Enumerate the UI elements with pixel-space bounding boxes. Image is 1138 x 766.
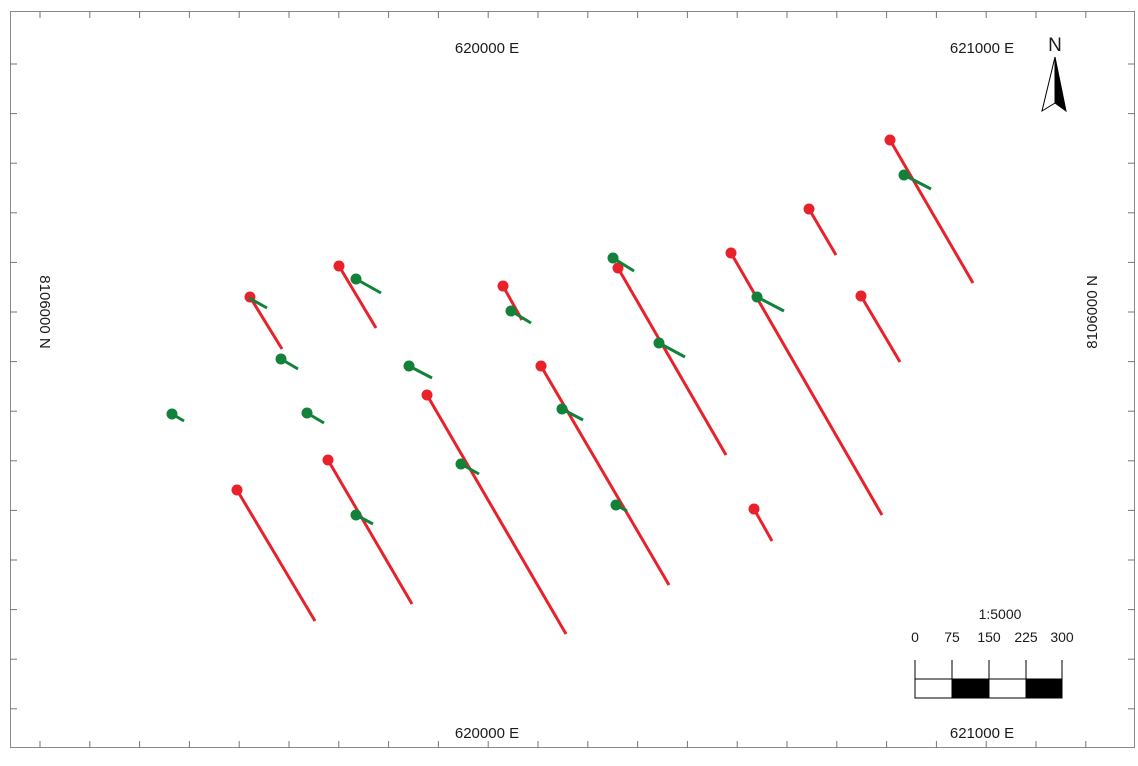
scale-tick-label: 225: [1014, 629, 1038, 645]
red-trace: [859, 295, 902, 363]
red-collar: [333, 260, 345, 272]
scale-tick-label: 75: [944, 629, 960, 645]
green-collar: [505, 305, 517, 317]
scale-tick-label: 150: [977, 629, 1001, 645]
green-collar: [898, 169, 910, 181]
grid-label-bottom-left: 620000 E: [455, 725, 519, 742]
red-collar: [748, 503, 760, 515]
green-collar: [403, 360, 415, 372]
map-border: [10, 11, 1135, 748]
scale-segment-white: [914, 678, 953, 699]
red-collar: [803, 203, 815, 215]
red-collar: [884, 134, 896, 146]
green-collar: [301, 407, 313, 419]
red-trace: [752, 508, 774, 542]
grid-label-top-left: 620000 E: [455, 40, 519, 57]
green-collar: [350, 509, 362, 521]
red-collar: [535, 360, 547, 372]
green-trace: [248, 296, 268, 310]
map-tick-marks: [10, 11, 1135, 748]
grid-label-top-right: 621000 E: [950, 40, 1014, 57]
red-trace: [425, 394, 568, 635]
north-arrow-label: N: [1048, 35, 1062, 56]
green-collar: [610, 499, 622, 511]
red-trace: [326, 459, 414, 605]
scale-ratio: 1:5000: [979, 606, 1022, 622]
red-trace: [539, 365, 671, 586]
red-collar: [725, 247, 737, 259]
green-collar: [455, 458, 467, 470]
red-trace: [248, 296, 284, 350]
grid-label-left: 8106000 N: [36, 275, 53, 348]
red-collar: [322, 454, 334, 466]
north-arrow-icon: N: [1041, 35, 1067, 113]
grid-label-right: 8106000 N: [1084, 275, 1101, 348]
north-arrow-left-half: [1041, 56, 1056, 113]
green-collar: [350, 273, 362, 285]
red-collar: [421, 389, 433, 401]
red-trace: [807, 208, 838, 256]
red-trace: [888, 139, 975, 284]
green-collar: [166, 408, 178, 420]
green-collar: [556, 403, 568, 415]
grid-label-bottom-right: 621000 E: [950, 725, 1014, 742]
scale-bar: 1:5000 0 75 150 225 300: [911, 606, 1074, 699]
scale-segment-white: [988, 678, 1027, 699]
green-trace-layer: [166, 169, 932, 526]
green-collar: [751, 291, 763, 303]
red-collar: [612, 262, 624, 274]
red-trace: [616, 267, 728, 456]
scale-tick-label: 300: [1050, 629, 1074, 645]
north-arrow-right-half: [1054, 56, 1067, 113]
red-collar: [855, 290, 867, 302]
red-trace: [337, 265, 378, 329]
green-collar: [653, 337, 665, 349]
green-collar: [275, 353, 287, 365]
scale-segment-black: [1025, 678, 1063, 699]
scale-tick-label: 0: [911, 629, 919, 645]
green-collar: [607, 252, 619, 264]
red-collar: [231, 484, 243, 496]
red-trace: [235, 489, 317, 622]
scale-segment-black: [951, 678, 990, 699]
red-trace-layer: [231, 134, 975, 635]
red-collar: [497, 280, 509, 292]
